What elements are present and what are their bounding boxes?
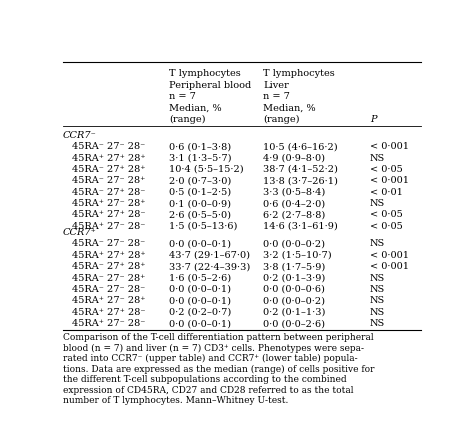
Text: 45RA⁺ 27⁺ 28⁺: 45RA⁺ 27⁺ 28⁺	[72, 154, 146, 163]
Text: NS: NS	[370, 308, 385, 317]
Text: 0·0 (0·0–0·1): 0·0 (0·0–0·1)	[169, 239, 231, 249]
Text: 45RA⁺ 27⁺ 28⁺: 45RA⁺ 27⁺ 28⁺	[72, 251, 146, 260]
Text: 3·3 (0·5–8·4): 3·3 (0·5–8·4)	[263, 188, 325, 197]
Text: 45RA⁻ 27⁻ 28⁻: 45RA⁻ 27⁻ 28⁻	[72, 285, 146, 294]
Text: 45RA⁺ 27⁻ 28⁻: 45RA⁺ 27⁻ 28⁻	[72, 222, 146, 231]
Text: (range): (range)	[263, 115, 300, 124]
Text: 43·7 (29·1–67·0): 43·7 (29·1–67·0)	[169, 251, 250, 260]
Text: 13·8 (3·7–26·1): 13·8 (3·7–26·1)	[263, 176, 338, 185]
Text: 0·6 (0·1–3·8): 0·6 (0·1–3·8)	[169, 142, 232, 151]
Text: 45RA⁻ 27⁺ 28⁺: 45RA⁻ 27⁺ 28⁺	[72, 165, 146, 174]
Text: Median, %: Median, %	[263, 103, 316, 112]
Text: 45RA⁺ 27⁻ 28⁻: 45RA⁺ 27⁻ 28⁻	[72, 319, 146, 328]
Text: 2·0 (0·7–3·0): 2·0 (0·7–3·0)	[169, 176, 232, 185]
Text: CCR7⁻: CCR7⁻	[63, 131, 97, 140]
Text: n = 7: n = 7	[169, 92, 196, 101]
Text: 3·2 (1·5–10·7): 3·2 (1·5–10·7)	[263, 251, 332, 260]
Text: Median, %: Median, %	[169, 103, 222, 112]
Text: 1·5 (0·5–13·6): 1·5 (0·5–13·6)	[169, 222, 238, 231]
Text: 2·6 (0·5–5·0): 2·6 (0·5–5·0)	[169, 211, 231, 220]
Text: CCR7⁺: CCR7⁺	[63, 228, 97, 237]
Text: NS: NS	[370, 274, 385, 283]
Text: 0·0 (0·0–0·6): 0·0 (0·0–0·6)	[263, 285, 325, 294]
Text: 0·0 (0·0–0·2): 0·0 (0·0–0·2)	[263, 239, 325, 249]
Text: 45RA⁻ 27⁻ 28⁻: 45RA⁻ 27⁻ 28⁻	[72, 239, 146, 249]
Text: (range): (range)	[169, 115, 206, 124]
Text: 45RA⁻ 27⁺ 28⁻: 45RA⁻ 27⁺ 28⁻	[72, 188, 146, 197]
Text: < 0·001: < 0·001	[370, 176, 409, 185]
Text: 0·2 (0·1–3·9): 0·2 (0·1–3·9)	[263, 274, 325, 283]
Text: 10·5 (4·6–16·2): 10·5 (4·6–16·2)	[263, 142, 338, 151]
Text: 0·6 (0·4–2·0): 0·6 (0·4–2·0)	[263, 199, 325, 208]
Text: 0·1 (0·0–0·9): 0·1 (0·0–0·9)	[169, 199, 231, 208]
Text: 45RA⁺ 27⁻ 28⁺: 45RA⁺ 27⁻ 28⁺	[72, 199, 146, 208]
Text: 45RA⁻ 27⁺ 28⁺: 45RA⁻ 27⁺ 28⁺	[72, 262, 146, 271]
Text: 45RA⁻ 27⁻ 28⁺: 45RA⁻ 27⁻ 28⁺	[72, 176, 146, 185]
Text: < 0·001: < 0·001	[370, 262, 409, 271]
Text: < 0·001: < 0·001	[370, 251, 409, 260]
Text: 45RA⁺ 27⁺ 28⁻: 45RA⁺ 27⁺ 28⁻	[72, 308, 146, 317]
Text: 45RA⁺ 27⁺ 28⁻: 45RA⁺ 27⁺ 28⁻	[72, 211, 146, 220]
Text: T lymphocytes: T lymphocytes	[169, 69, 241, 78]
Text: 0·2 (0·1–1·3): 0·2 (0·1–1·3)	[263, 308, 326, 317]
Text: 45RA⁺ 27⁻ 28⁺: 45RA⁺ 27⁻ 28⁺	[72, 297, 146, 306]
Text: 0·5 (0·1–2·5): 0·5 (0·1–2·5)	[169, 188, 232, 197]
Text: 4·9 (0·9–8·0): 4·9 (0·9–8·0)	[263, 154, 325, 163]
Text: NS: NS	[370, 297, 385, 306]
Text: 45RA⁻ 27⁻ 28⁻: 45RA⁻ 27⁻ 28⁻	[72, 142, 146, 151]
Text: T lymphocytes: T lymphocytes	[263, 69, 335, 78]
Text: 14·6 (3·1–61·9): 14·6 (3·1–61·9)	[263, 222, 338, 231]
Text: NS: NS	[370, 199, 385, 208]
Text: < 0·01: < 0·01	[370, 188, 402, 197]
Text: 0·0 (0·0–0·1): 0·0 (0·0–0·1)	[169, 285, 231, 294]
Text: Liver: Liver	[263, 81, 289, 90]
Text: 0·2 (0·2–0·7): 0·2 (0·2–0·7)	[169, 308, 232, 317]
Text: < 0·001: < 0·001	[370, 142, 409, 151]
Text: 45RA⁻ 27⁻ 28⁺: 45RA⁻ 27⁻ 28⁺	[72, 274, 146, 283]
Text: 1·6 (0·5–2·6): 1·6 (0·5–2·6)	[169, 274, 232, 283]
Text: Peripheral blood: Peripheral blood	[169, 81, 252, 90]
Text: 6·2 (2·7–8·8): 6·2 (2·7–8·8)	[263, 211, 325, 220]
Text: 0·0 (0·0–0·2): 0·0 (0·0–0·2)	[263, 297, 325, 306]
Text: NS: NS	[370, 154, 385, 163]
Text: NS: NS	[370, 239, 385, 249]
Text: < 0·05: < 0·05	[370, 165, 402, 174]
Text: 0·0 (0·0–0·1): 0·0 (0·0–0·1)	[169, 319, 231, 328]
Text: Comparison of the T-cell differentiation pattern between peripheral
blood (n = 7: Comparison of the T-cell differentiation…	[63, 333, 374, 405]
Text: NS: NS	[370, 319, 385, 328]
Text: P: P	[370, 115, 376, 124]
Text: n = 7: n = 7	[263, 92, 290, 101]
Text: 33·7 (22·4–39·3): 33·7 (22·4–39·3)	[169, 262, 251, 271]
Text: < 0·05: < 0·05	[370, 222, 402, 231]
Text: NS: NS	[370, 285, 385, 294]
Text: 0·0 (0·0–0·1): 0·0 (0·0–0·1)	[169, 297, 231, 306]
Text: 3·8 (1·7–5·9): 3·8 (1·7–5·9)	[263, 262, 325, 271]
Text: 3·1 (1·3–5·7): 3·1 (1·3–5·7)	[169, 154, 232, 163]
Text: 38·7 (4·1–52·2): 38·7 (4·1–52·2)	[263, 165, 338, 174]
Text: < 0·05: < 0·05	[370, 211, 402, 220]
Text: 10·4 (5·5–15·2): 10·4 (5·5–15·2)	[169, 165, 244, 174]
Text: 0·0 (0·0–2·6): 0·0 (0·0–2·6)	[263, 319, 325, 328]
